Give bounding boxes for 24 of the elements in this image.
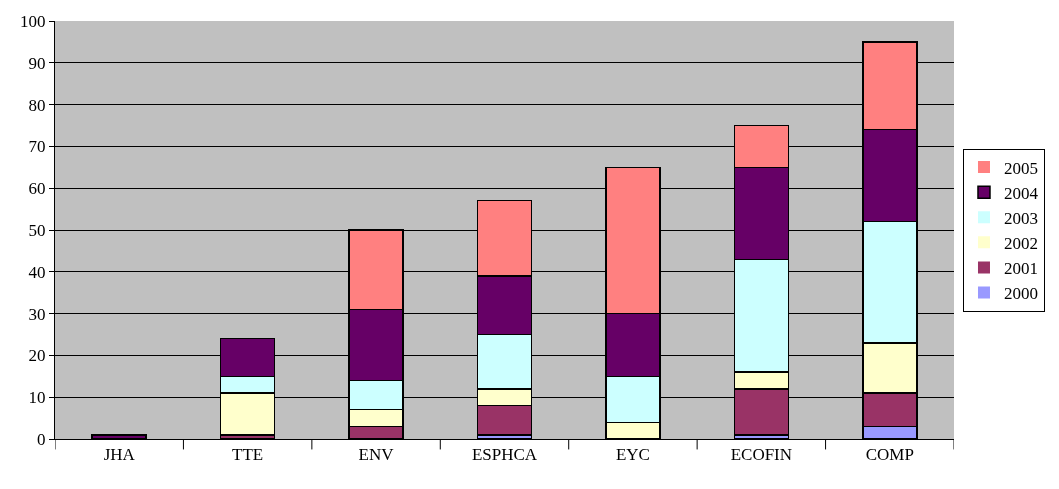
legend-label: 2001 [1003,259,1038,279]
x-tick-label: ENV [358,445,395,465]
y-tick-label: 100 [20,11,46,31]
legend-label: 2004 [1003,183,1039,203]
y-tick-label: 70 [28,137,46,157]
x-tick-label: ECOFIN [730,445,793,465]
x-tick-label: EYC [615,445,650,465]
y-tick-label: 40 [28,262,46,282]
y-tick-label: 90 [28,53,46,73]
y-tick-label: 0 [37,429,46,449]
x-tick-label: ESPHCA [471,445,538,465]
legend-label: 2002 [1003,233,1038,253]
y-tick-label: 20 [28,346,46,366]
legend-label: 2005 [1003,158,1038,178]
y-tick-label: 30 [28,304,46,324]
legend-label: 2003 [1003,208,1038,228]
y-tick-label: 50 [28,220,46,240]
y-tick-label: 10 [28,388,46,408]
y-tick-label: 60 [28,179,46,199]
x-tick-label: JHA [103,445,136,465]
legend-label: 2000 [1003,284,1038,304]
y-tick-label: 80 [28,95,46,115]
x-tick-label: COMP [865,445,914,465]
x-tick-label: TTE [232,445,264,465]
